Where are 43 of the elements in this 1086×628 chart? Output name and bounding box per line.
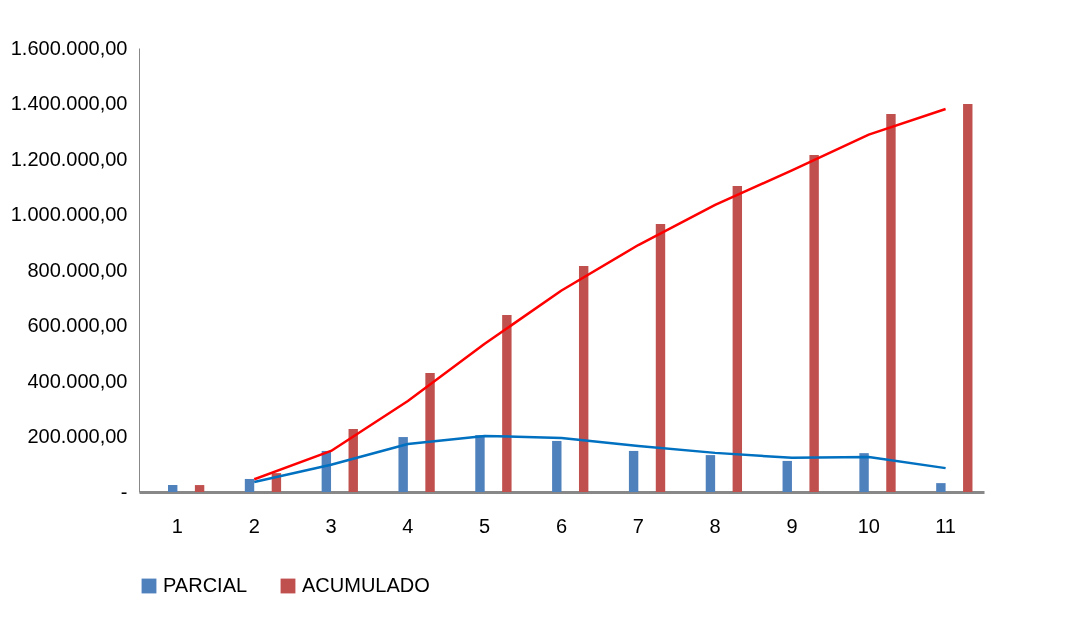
bar bbox=[244, 478, 255, 492]
bar bbox=[963, 104, 973, 492]
bar bbox=[578, 266, 589, 492]
y-tick-label: 400.000,00 bbox=[27, 369, 128, 392]
bar bbox=[398, 437, 408, 492]
legend-label: PARCIAL bbox=[163, 574, 248, 596]
bar bbox=[859, 453, 869, 492]
y-tick-label: 1.200.000,00 bbox=[10, 147, 128, 170]
bar bbox=[705, 455, 716, 492]
x-tick-label: 4 bbox=[402, 514, 414, 537]
x-tick-label: 10 bbox=[857, 514, 880, 537]
y-tick-label: 1.600.000,00 bbox=[10, 36, 128, 59]
bar bbox=[809, 155, 819, 492]
x-tick-label: 3 bbox=[325, 514, 337, 537]
x-tick-label: 11 bbox=[935, 514, 956, 537]
bar bbox=[425, 372, 435, 492]
y-tick-label: - bbox=[120, 480, 128, 503]
x-tick-label: 6 bbox=[555, 514, 568, 537]
bar bbox=[628, 450, 639, 492]
bar bbox=[194, 485, 205, 492]
y-tick-label: 1.400.000,00 bbox=[10, 92, 128, 114]
x-tick-label: 8 bbox=[709, 514, 721, 537]
bar bbox=[552, 440, 562, 492]
y-tick-label: 600.000,00 bbox=[27, 314, 128, 336]
x-tick-label: 5 bbox=[479, 514, 491, 537]
bar bbox=[936, 483, 946, 492]
bar bbox=[502, 314, 512, 492]
x-tick-label: 9 bbox=[786, 514, 798, 537]
y-tick-label: 800.000,00 bbox=[27, 258, 128, 281]
line-series bbox=[252, 107, 947, 481]
bar bbox=[475, 435, 485, 492]
bar bbox=[782, 460, 792, 492]
legend-label: ACUMULADO bbox=[302, 574, 430, 596]
bar bbox=[886, 114, 896, 492]
bar bbox=[168, 485, 178, 492]
line-series bbox=[252, 434, 947, 484]
bar bbox=[655, 223, 666, 492]
x-tick-label: 2 bbox=[248, 514, 260, 537]
x-tick-label: 7 bbox=[632, 514, 644, 537]
y-tick-label: 1.000.000,00 bbox=[10, 203, 128, 225]
y-tick-label: 200.000,00 bbox=[27, 425, 128, 447]
bar bbox=[732, 185, 743, 492]
x-tick-label: 1 bbox=[171, 514, 183, 537]
